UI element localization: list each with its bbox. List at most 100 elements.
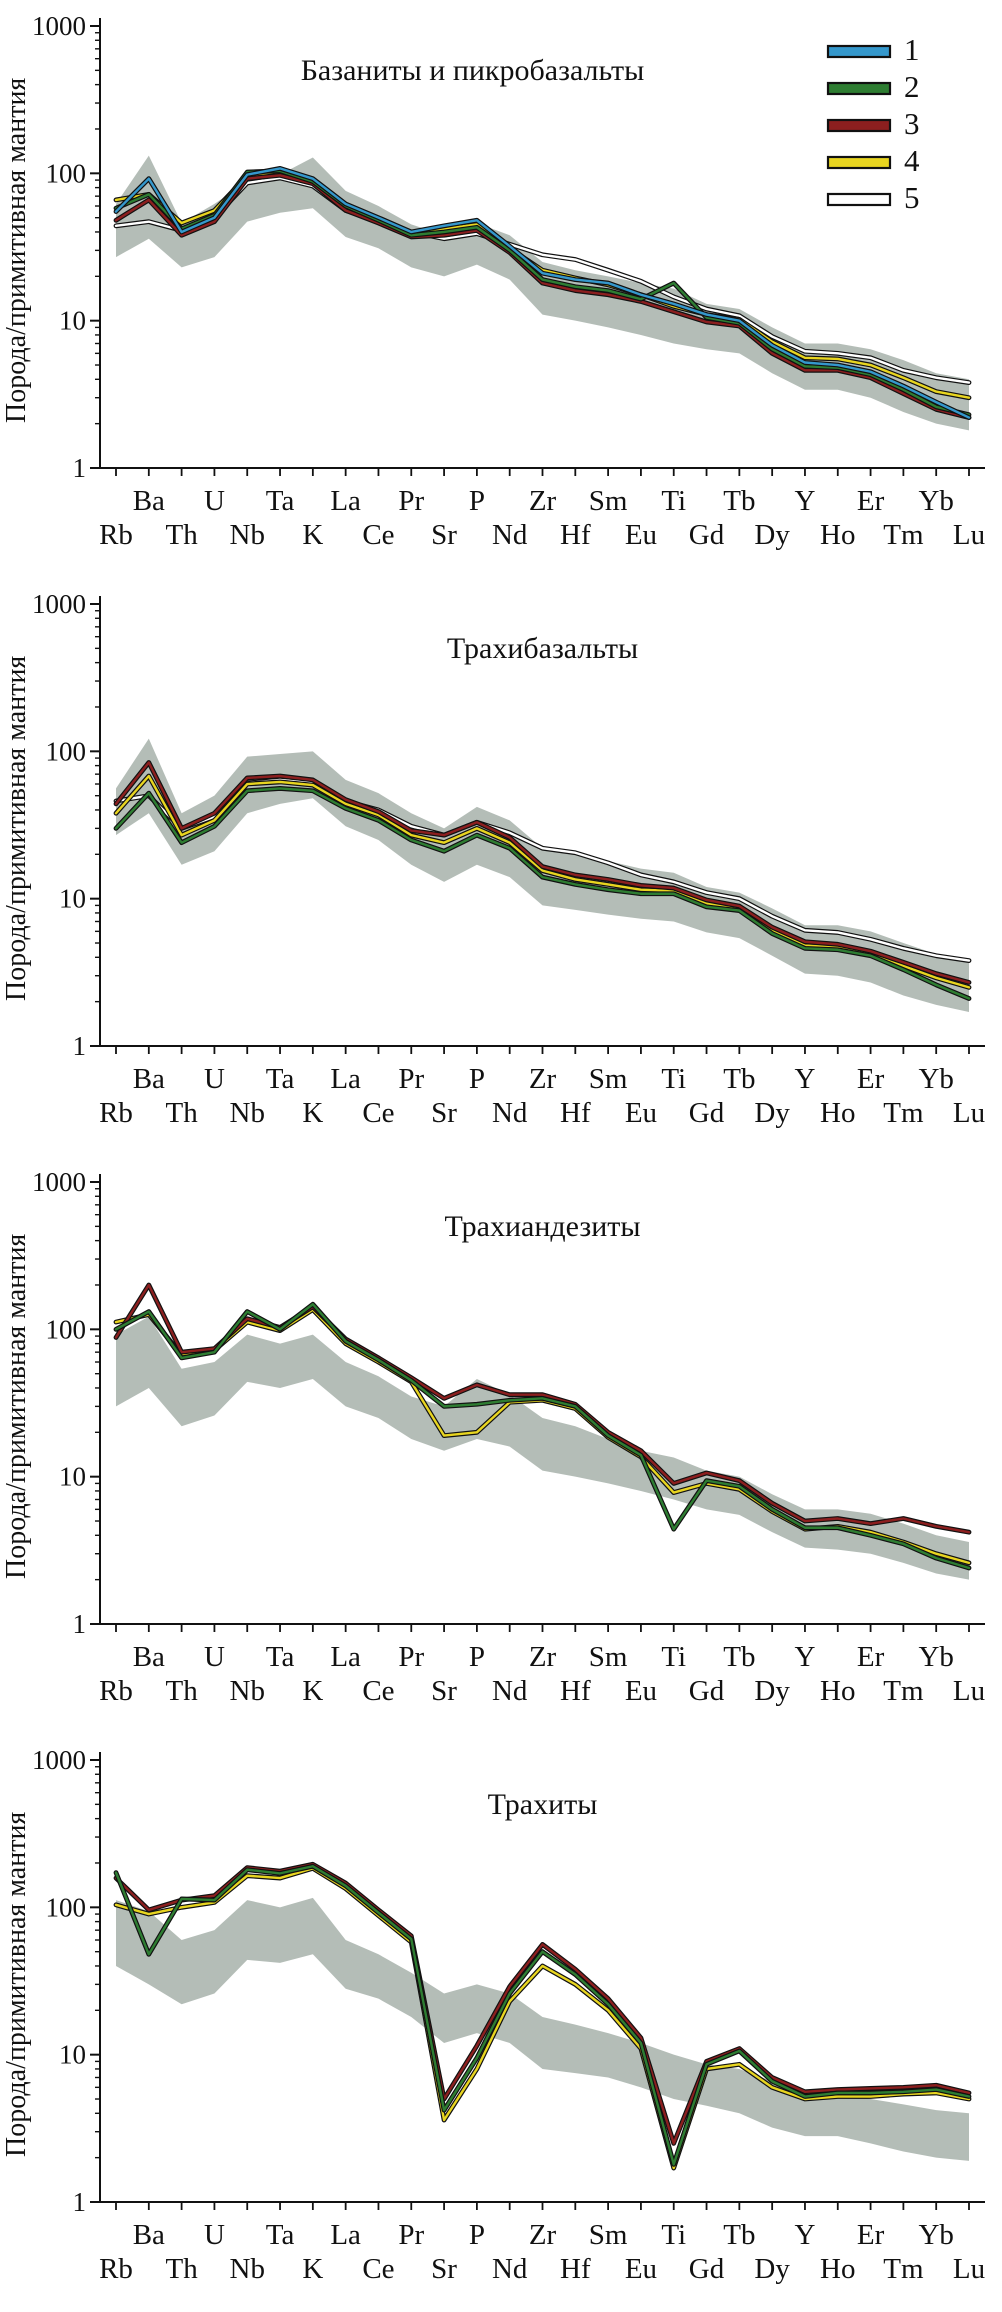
x-axis-label: Sm xyxy=(589,1063,628,1095)
x-axis-label: Y xyxy=(794,2219,815,2251)
x-axis-label: P xyxy=(469,2219,485,2251)
legend-swatch-1 xyxy=(826,44,892,59)
x-axis-label: La xyxy=(330,485,361,517)
x-axis-label: U xyxy=(204,1641,225,1673)
chart-trachybasalts: 1101001000RbBaThUNbTaKLaCePrSrPNdZrHfSmE… xyxy=(32,589,985,1129)
x-axis-label: Ce xyxy=(362,2253,394,2285)
x-axis-label: Sr xyxy=(431,519,457,551)
x-axis-label: Hf xyxy=(560,1097,591,1129)
x-axis-label: Yb xyxy=(918,2219,953,2251)
x-axis-label: Lu xyxy=(953,1097,985,1129)
x-axis-label: Eu xyxy=(625,1097,657,1129)
x-axis-label: Eu xyxy=(625,519,657,551)
x-axis-label: Er xyxy=(857,1063,885,1095)
x-axis-label: Nd xyxy=(492,1097,528,1129)
y-tick-label: 1000 xyxy=(32,1167,86,1197)
legend-label: 4 xyxy=(904,143,920,178)
x-axis-label: Y xyxy=(794,1641,815,1673)
x-axis-label: Yb xyxy=(918,1063,953,1095)
series-line-1 xyxy=(114,167,971,419)
x-axis-label: Lu xyxy=(953,519,985,551)
legend-label: 2 xyxy=(904,69,920,104)
x-axis-label: Nd xyxy=(492,2253,528,2285)
x-axis-label: La xyxy=(330,2219,361,2251)
panel-basanites-picrobasalts: Порода/примитивная мантия 1 10 100 1000 Rb Ba… xyxy=(0,0,1002,578)
series-line-4 xyxy=(114,1867,971,2170)
x-axis-label: Nb xyxy=(230,1675,265,1707)
x-axis-label: U xyxy=(204,485,225,517)
chart-trachyandesites: 1101001000RbBaThUNbTaKLaCePrSrPNdZrHfSmE… xyxy=(32,1167,985,1707)
x-axis-label: Th xyxy=(166,2253,199,2285)
series-line-4 xyxy=(114,774,971,989)
y-tick-label: 10 xyxy=(59,2040,86,2070)
series-line-3 xyxy=(114,761,971,984)
series-line-3 xyxy=(114,174,971,419)
x-axis-label: K xyxy=(302,2253,323,2285)
y-tick-label: 1 xyxy=(73,2187,87,2217)
x-axis-label: U xyxy=(204,1063,225,1095)
x-axis-label: Ti xyxy=(661,2219,686,2251)
y-tick-label: 1 xyxy=(73,1609,87,1639)
y-tick-label: 100 xyxy=(46,1314,87,1344)
x-axis-label: Rb xyxy=(99,1675,133,1707)
x-axis-label: Zr xyxy=(529,1641,557,1673)
x-axis-label: Y xyxy=(794,485,815,517)
x-axis-label: Ta xyxy=(266,2219,295,2251)
y-tick-label: 1 xyxy=(73,1031,87,1061)
x-axis-label: Eu xyxy=(625,2253,657,2285)
x-axis-label: La xyxy=(330,1063,361,1095)
x-axis-label: Sm xyxy=(589,1641,628,1673)
x-axis-label: Dy xyxy=(754,519,790,551)
panel-title: Трахиандезиты xyxy=(444,1210,640,1243)
x-axis-label: Zr xyxy=(529,2219,557,2251)
x-axis-label: Pr xyxy=(398,2219,424,2251)
x-axis-label: Nb xyxy=(230,519,265,551)
panel-trachyandesites: Порода/примитивная мантия 1 10 100 1000 Rb Ba… xyxy=(0,1156,1002,1734)
legend-swatch-3 xyxy=(826,118,892,133)
x-axis-label: Tm xyxy=(883,2253,924,2285)
x-axis-label: Er xyxy=(857,485,885,517)
x-axis-label: Gd xyxy=(689,1675,725,1707)
legend-label: 3 xyxy=(904,106,920,141)
panel-title: Базаниты и пикробазальты xyxy=(301,54,645,87)
x-axis-label: Hf xyxy=(560,1675,591,1707)
legend-swatch-2 xyxy=(826,81,892,96)
x-axis-label: Rb xyxy=(99,2253,133,2285)
y-tick-label: 1000 xyxy=(32,11,86,41)
x-axis-label: Nb xyxy=(230,2253,265,2285)
series-line-2 xyxy=(114,1865,971,2166)
x-axis-label: Sm xyxy=(589,2219,628,2251)
x-axis-label: Nd xyxy=(492,519,528,551)
x-axis-label: Pr xyxy=(398,1063,424,1095)
x-axis-label: Rb xyxy=(99,1097,133,1129)
x-axis-label: Tb xyxy=(723,2219,755,2251)
x-axis-label: Hf xyxy=(560,2253,591,2285)
y-tick-label: 10 xyxy=(59,306,86,336)
x-axis-label: Ho xyxy=(820,1097,855,1129)
y-tick-label: 100 xyxy=(46,158,87,188)
panel-trachybasalts: Порода/примитивная мантия 1 10 100 1000 Rb Ba… xyxy=(0,578,1002,1156)
x-axis-label: Ba xyxy=(133,2219,165,2251)
x-axis-label: K xyxy=(302,519,323,551)
x-axis-label: K xyxy=(302,1675,323,1707)
x-axis-label: Yb xyxy=(918,485,953,517)
x-axis-label: Ta xyxy=(266,485,295,517)
x-axis-label: Tb xyxy=(723,1641,755,1673)
x-axis-label: Nd xyxy=(492,1675,528,1707)
panel-title: Трахибазальты xyxy=(447,632,638,665)
shaded-field xyxy=(116,1316,969,1580)
x-axis-label: Ti xyxy=(661,1641,686,1673)
y-tick-label: 10 xyxy=(59,1462,86,1492)
x-axis-label: Yb xyxy=(918,1641,953,1673)
x-axis-label: P xyxy=(469,1063,485,1095)
x-axis-label: Ho xyxy=(820,1675,855,1707)
x-axis-label: Ba xyxy=(133,485,165,517)
x-axis-label: Th xyxy=(166,519,199,551)
x-axis-label: Lu xyxy=(953,2253,985,2285)
y-tick-label: 1000 xyxy=(32,1745,86,1775)
legend-swatch-5 xyxy=(826,192,892,207)
x-axis-label: Ce xyxy=(362,519,394,551)
x-axis-label: K xyxy=(302,1097,323,1129)
x-axis-label: Gd xyxy=(689,519,725,551)
x-axis-label: Dy xyxy=(754,1097,790,1129)
